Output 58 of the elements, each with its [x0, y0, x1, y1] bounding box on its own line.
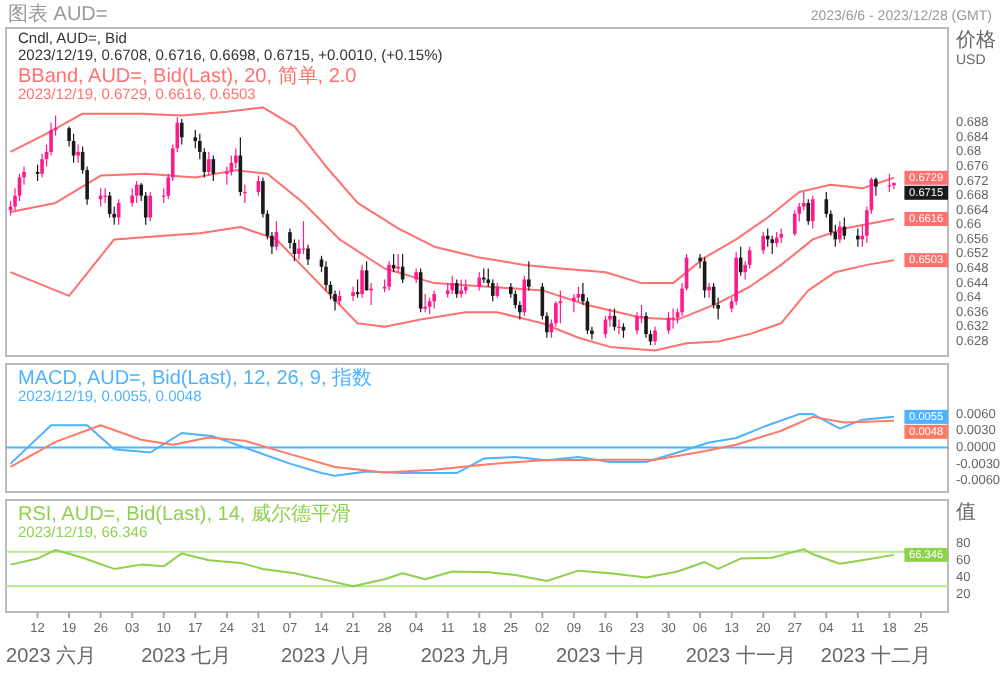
chart-title: RSI, AUD=, Bid(Last), 14, 威尔德平滑	[18, 502, 351, 526]
line-series	[9, 106, 895, 285]
candlestick	[450, 275, 455, 295]
candlestick	[432, 289, 436, 310]
candlestick	[806, 198, 811, 226]
candlestick	[653, 326, 657, 346]
candlestick	[792, 209, 797, 237]
candlestick	[130, 187, 134, 208]
line-series	[9, 548, 895, 588]
candlestick	[40, 153, 44, 179]
candlestick	[360, 264, 364, 299]
candlestick	[527, 260, 531, 291]
candlestick	[810, 195, 815, 230]
text: 图表 AUD=	[8, 2, 108, 26]
candlestick	[856, 227, 860, 248]
candlestick	[761, 231, 766, 255]
candlestick	[134, 180, 139, 204]
candlestick	[396, 253, 400, 273]
candlestick	[874, 176, 878, 197]
candlestick	[76, 144, 80, 164]
candlestick	[644, 311, 648, 339]
candlestick	[143, 191, 148, 226]
candlestick	[391, 253, 396, 273]
candlestick	[387, 260, 391, 291]
candlestick	[243, 184, 247, 204]
line-series	[9, 225, 895, 352]
text: 2023 七月	[141, 644, 232, 668]
chart-title: MACD, AUD=, Bid(Last), 12, 26, 9, 指数	[18, 366, 373, 390]
candlestick	[234, 147, 238, 169]
candlestick	[887, 173, 892, 193]
candlestick	[459, 278, 464, 299]
candlestick	[454, 278, 459, 299]
text: 2023 六月	[6, 644, 97, 668]
candlestick	[617, 318, 621, 335]
candlestick	[207, 151, 211, 177]
annotation: BBand, AUD=, Bid(Last), 20, 简单, 2.0	[18, 64, 358, 88]
candlestick	[572, 293, 576, 313]
candlestick	[179, 118, 184, 146]
candlestick	[351, 286, 355, 302]
text: 2023 九月	[420, 644, 511, 668]
text: 2023 十一月	[685, 644, 796, 668]
candlestick	[477, 271, 482, 291]
candlestick	[765, 227, 770, 248]
candlestick	[671, 308, 675, 330]
candlestick	[306, 244, 310, 266]
candlestick	[770, 235, 775, 255]
candlestick	[707, 282, 711, 299]
y-axis-title: 值	[956, 502, 976, 524]
candlestick	[148, 191, 153, 222]
text: 2023 十二月	[820, 644, 931, 668]
candlestick	[635, 311, 639, 335]
candlestick	[301, 220, 306, 255]
text: 2023 十月	[555, 644, 646, 668]
candlestick	[333, 289, 337, 312]
candlestick	[734, 251, 738, 306]
candlestick	[423, 293, 427, 313]
text: 2023 八月	[280, 646, 372, 668]
candlestick	[838, 220, 842, 244]
